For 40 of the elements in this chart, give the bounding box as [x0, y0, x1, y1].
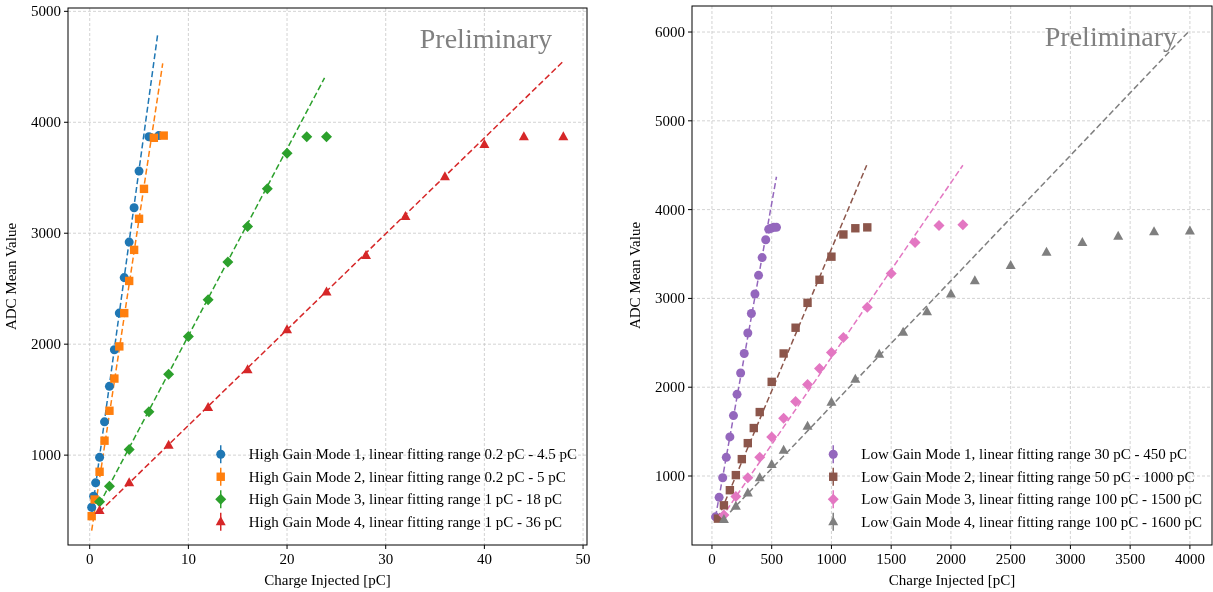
- legend-label: High Gain Mode 2, linear fitting range 0.2 pC - 5 pC: [248, 468, 566, 485]
- x-tick-label: 2000: [935, 551, 966, 567]
- x-axis-title: Charge Injected [pC]: [264, 572, 391, 588]
- y-tick-label: 2000: [31, 336, 61, 353]
- x-tick-label: 30: [378, 551, 394, 567]
- y-tick-label: 2000: [655, 379, 685, 396]
- x-tick-label: 20: [279, 551, 295, 567]
- x-tick-label: 500: [760, 551, 783, 567]
- legend-label: Low Gain Mode 4, linear fitting range 100 pC - 1600 pC: [861, 513, 1203, 530]
- y-axis-title: ADC Mean Value: [627, 221, 643, 330]
- y-tick-label: 4000: [31, 114, 61, 131]
- x-axis-title: Charge Injected [pC]: [888, 572, 1016, 588]
- x-tick-label: 2500: [995, 551, 1026, 567]
- x-tick-label: 50: [575, 551, 591, 567]
- legend-label: Low Gain Mode 1, linear fitting range 30 pC - 450 pC: [861, 446, 1188, 463]
- legend-label: Low Gain Mode 3, linear fitting range 100 pC - 1500 pC: [861, 491, 1203, 508]
- y-tick-label: 3000: [31, 225, 61, 242]
- legend-label: Low Gain Mode 2, linear fitting range 50 pC - 1000 pC: [861, 468, 1195, 485]
- x-tick-label: 3500: [1115, 551, 1146, 567]
- x-tick-label: 0: [708, 551, 716, 567]
- y-tick-label: 1000: [31, 447, 61, 464]
- y-tick-label: 4000: [655, 201, 685, 218]
- x-tick-label: 1000: [816, 551, 847, 567]
- legend-label: High Gain Mode 4, linear fitting range 1 pC - 36 pC: [248, 513, 562, 530]
- x-tick-label: 4000: [1174, 551, 1205, 567]
- y-axis-title: ADC Mean Value: [3, 222, 19, 331]
- x-tick-label: 3000: [1055, 551, 1086, 567]
- annotation: Preliminary: [1044, 21, 1177, 52]
- y-tick-label: 1000: [655, 468, 685, 484]
- y-tick-label: 5000: [655, 112, 685, 129]
- annotation: Preliminary: [419, 23, 552, 54]
- x-tick-label: 0: [85, 551, 94, 567]
- y-tick-label: 6000: [655, 24, 685, 41]
- y-tick-label: 5000: [31, 3, 61, 20]
- legend-label: High Gain Mode 1, linear fitting range 0.2 pC - 4.5 pC: [248, 446, 577, 463]
- x-tick-label: 40: [476, 551, 492, 567]
- x-tick-label: 10: [180, 551, 196, 567]
- x-tick-label: 1500: [876, 551, 907, 567]
- y-tick-label: 3000: [655, 290, 685, 307]
- legend-label: High Gain Mode 3, linear fitting range 1 pC - 18 pC: [248, 491, 562, 508]
